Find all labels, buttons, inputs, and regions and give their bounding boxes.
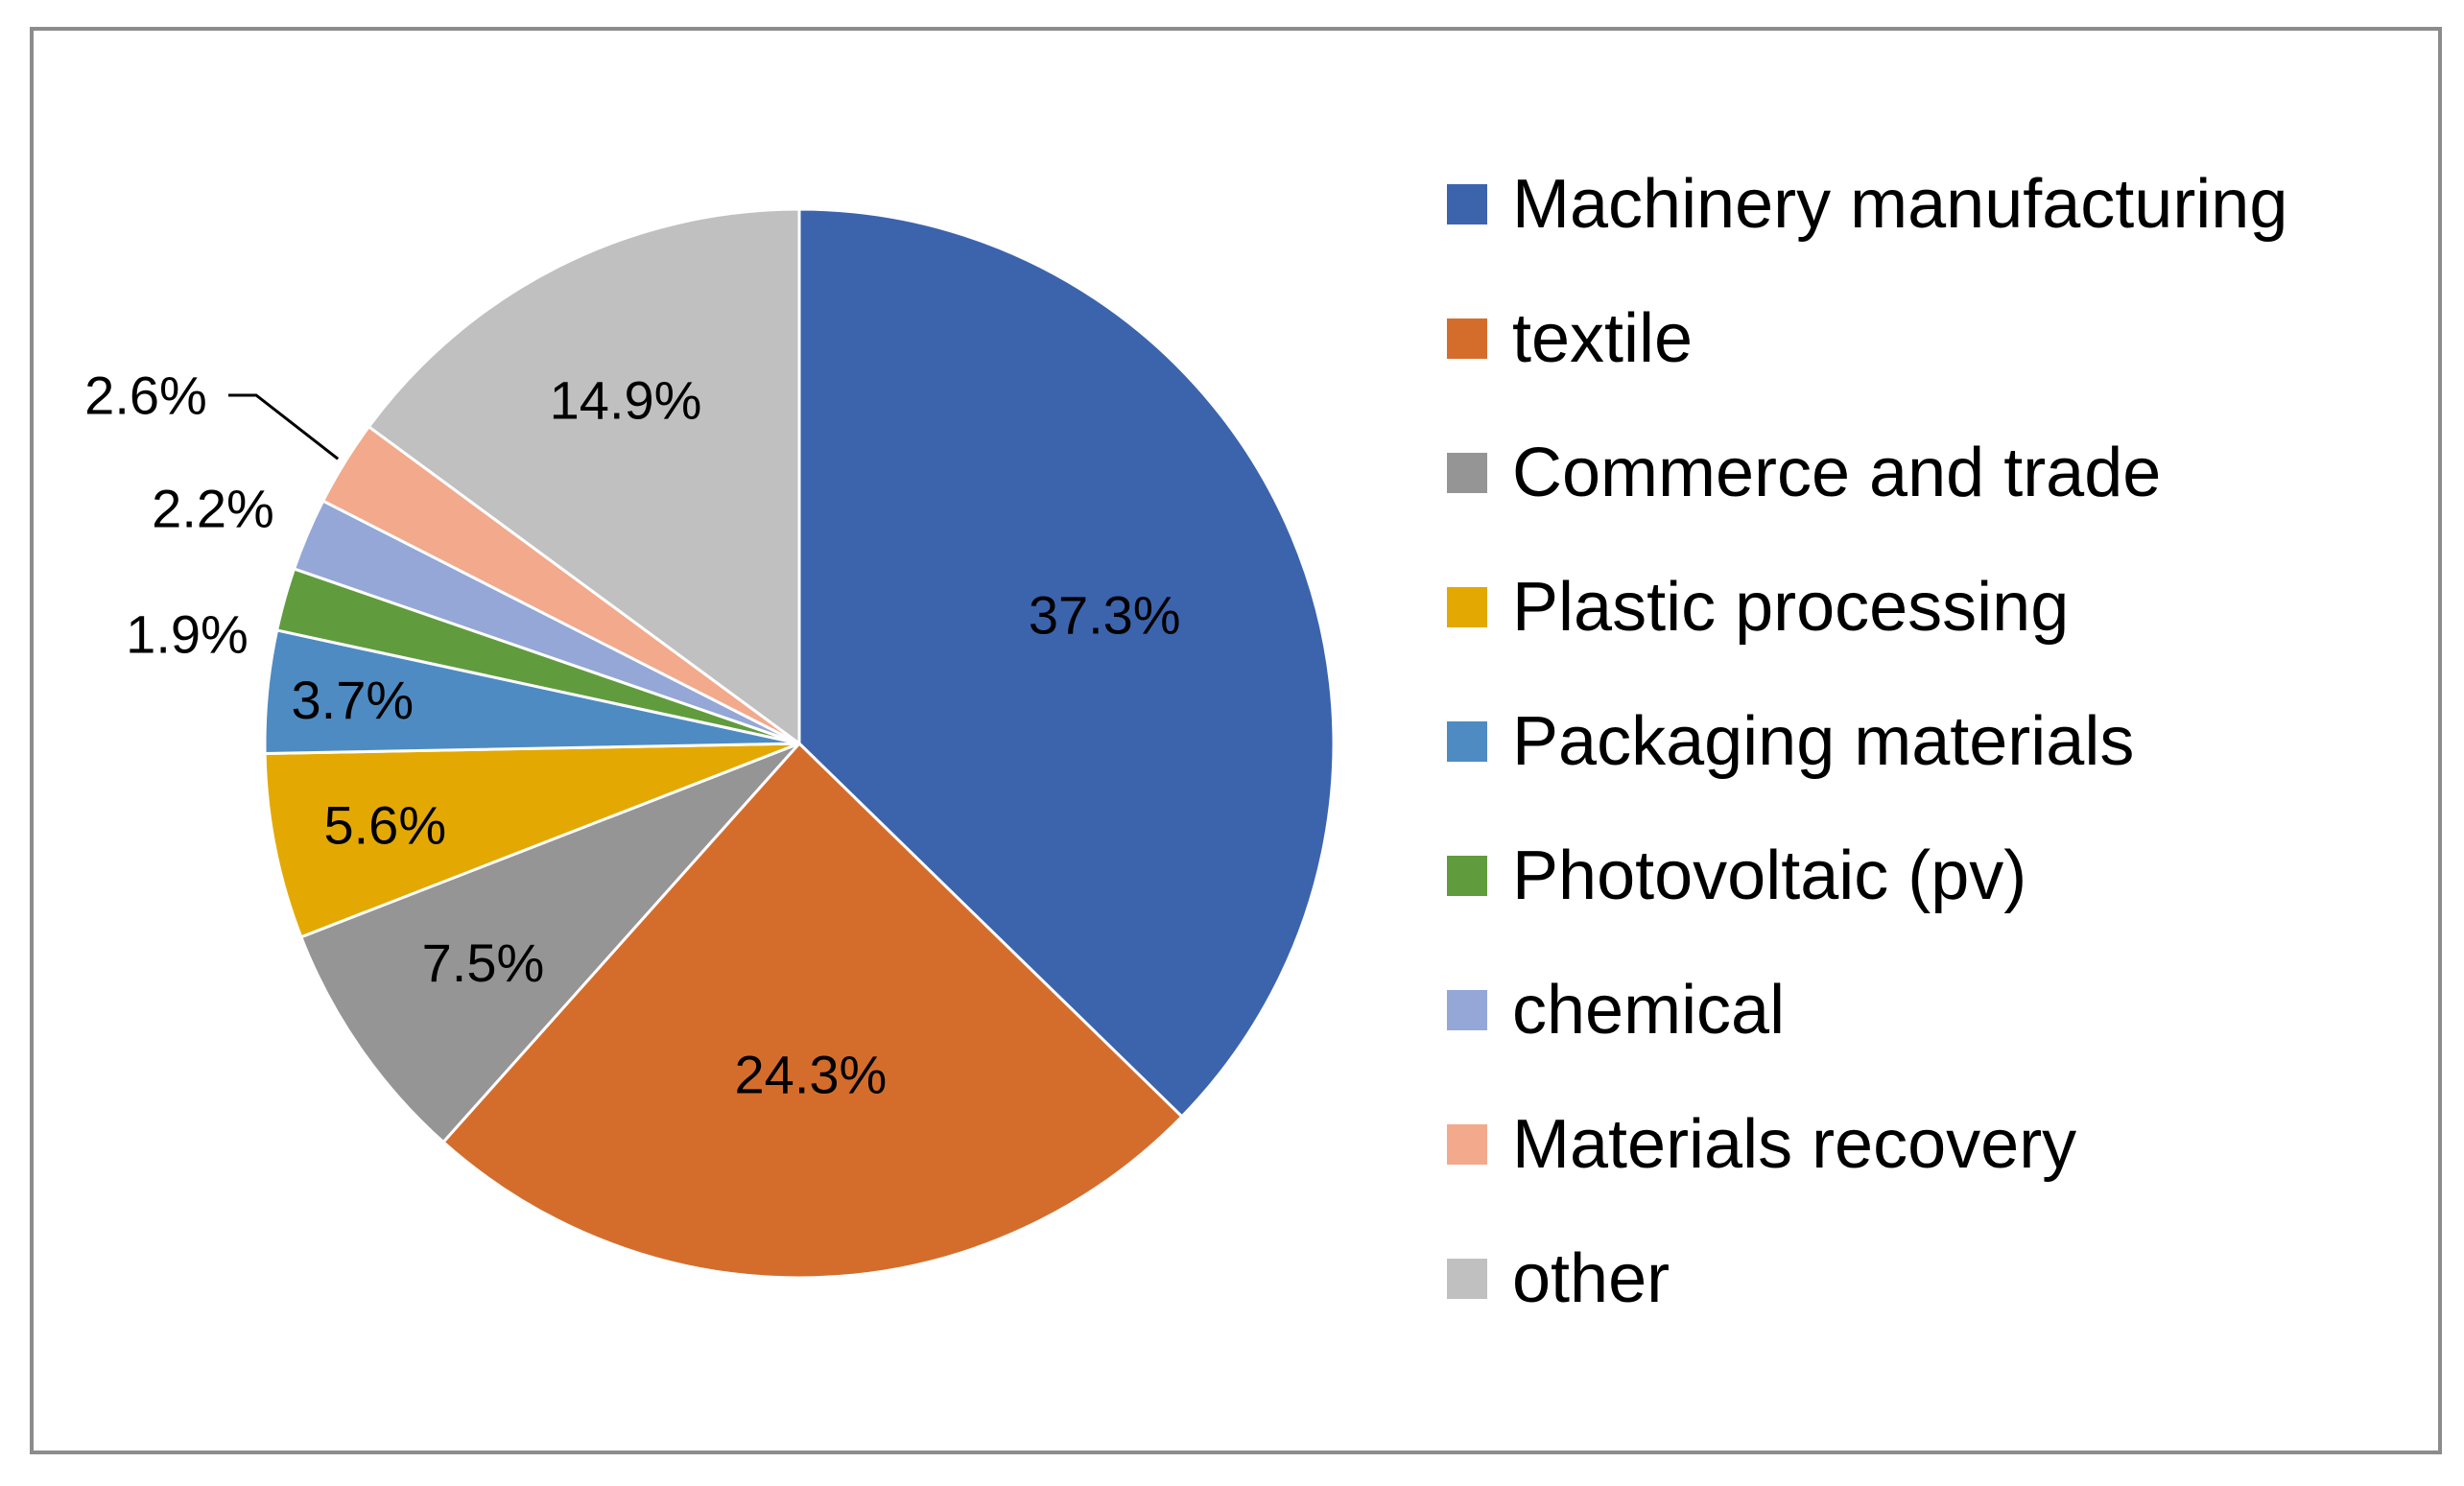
legend-swatch-plastic-processing bbox=[1447, 587, 1487, 627]
data-label-materials-recovery: 2.6% bbox=[84, 366, 207, 426]
legend-swatch-chemical bbox=[1447, 990, 1487, 1030]
pie-slice-other bbox=[367, 207, 801, 746]
data-label-commerce-and-trade: 7.5% bbox=[422, 932, 545, 993]
legend-item-machinery-manufacturing: Machinery manufacturing bbox=[1447, 166, 2287, 243]
legend-item-materials-recovery: Materials recovery bbox=[1447, 1106, 2076, 1183]
pie-slices bbox=[263, 207, 1336, 1280]
legend-label-photovoltaic-pv: Photovoltaic (pv) bbox=[1512, 837, 2026, 914]
data-label-textile: 24.3% bbox=[735, 1045, 888, 1105]
legend-item-photovoltaic-pv: Photovoltaic (pv) bbox=[1447, 837, 2026, 914]
legend-swatch-photovoltaic-pv bbox=[1447, 856, 1487, 896]
legend-item-plastic-processing: Plastic processing bbox=[1447, 569, 2069, 646]
legend-label-commerce-and-trade: Commerce and trade bbox=[1512, 435, 2161, 511]
legend-label-chemical: chemical bbox=[1512, 972, 1785, 1049]
legend-item-textile: textile bbox=[1447, 300, 1693, 377]
pie-slice-machinery-manufacturing bbox=[797, 207, 1336, 1120]
legend-item-commerce-and-trade: Commerce and trade bbox=[1447, 435, 2161, 511]
leader-lines bbox=[228, 393, 340, 460]
legend-swatch-commerce-and-trade bbox=[1447, 453, 1487, 493]
legend-item-chemical: chemical bbox=[1447, 972, 1785, 1049]
legend-label-packaging-materials: Packaging materials bbox=[1512, 703, 2134, 780]
legend-label-machinery-manufacturing: Machinery manufacturing bbox=[1512, 166, 2287, 243]
legend-label-other: other bbox=[1512, 1240, 1670, 1317]
data-label-other: 14.9% bbox=[550, 370, 702, 431]
legend: Machinery manufacturing textile Commerce a… bbox=[1447, 166, 2287, 1317]
legend-swatch-other bbox=[1447, 1259, 1487, 1299]
data-labels: 37.3% 24.3% 7.5% 5.6% 3.7% 1.9% 2.2% 2.6% 14.9% bbox=[84, 366, 1180, 1105]
legend-label-materials-recovery: Materials recovery bbox=[1512, 1106, 2076, 1183]
legend-swatch-materials-recovery bbox=[1447, 1124, 1487, 1165]
pie-slice-commerce-and-trade bbox=[298, 742, 801, 1144]
legend-label-textile: textile bbox=[1512, 300, 1693, 377]
pie-slice-textile bbox=[440, 741, 1184, 1280]
data-label-machinery-manufacturing: 37.3% bbox=[1029, 584, 1181, 645]
legend-swatch-textile bbox=[1447, 318, 1487, 359]
legend-item-other: other bbox=[1447, 1240, 1670, 1317]
legend-swatch-packaging-materials bbox=[1447, 721, 1487, 762]
data-label-plastic-processing: 5.6% bbox=[323, 795, 446, 856]
legend-item-packaging-materials: Packaging materials bbox=[1447, 703, 2134, 780]
pie-slice-plastic-processing bbox=[263, 742, 800, 939]
legend-swatch-machinery-manufacturing bbox=[1447, 184, 1487, 224]
legend-label-plastic-processing: Plastic processing bbox=[1512, 569, 2069, 646]
data-label-photovoltaic-pv: 1.9% bbox=[126, 604, 249, 665]
data-label-chemical: 2.2% bbox=[152, 479, 274, 539]
leader-line-materials-recovery bbox=[228, 393, 340, 460]
data-label-packaging-materials: 3.7% bbox=[292, 670, 415, 730]
